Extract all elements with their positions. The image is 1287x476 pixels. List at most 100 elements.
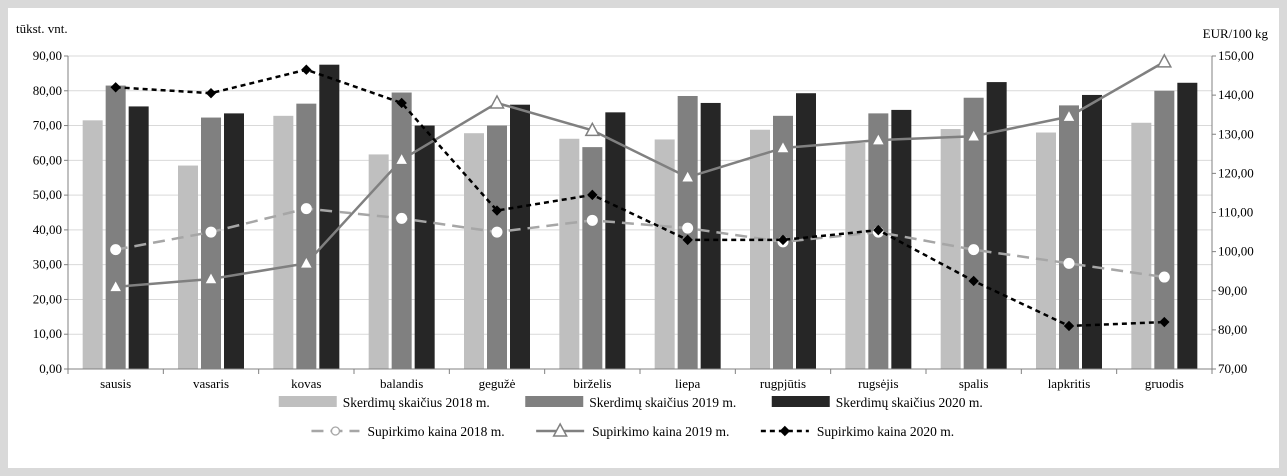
y-right-tick-label: 70,00 [1218,361,1247,376]
bar [700,102,721,369]
point-marker-triangle [107,278,124,293]
point-marker-diamond [396,97,407,109]
point-marker-diamond [205,87,217,99]
point-marker-diamond [1159,316,1170,328]
bar [796,93,816,369]
y-left-tick-label: 60,00 [33,152,62,167]
point-marker-triangle [393,151,410,166]
point-marker-circle [968,244,980,256]
point-marker-triangle [870,131,887,146]
y-right-tick-label: 80,00 [1218,322,1247,337]
point-marker-diamond [587,189,598,201]
point-marker-circle [1063,257,1075,269]
legend-label: Supirkimo kaina 2018 m. [367,424,504,439]
point-marker-circle [682,222,694,234]
y-right-tick-label: 110,00 [1218,205,1253,220]
y-right-tick-label: 140,00 [1218,87,1254,102]
point-marker-triangle [965,127,982,142]
y-left-axis-label: tūkst. vnt. [16,21,68,36]
bar [82,120,103,369]
bar [559,138,580,369]
bar [391,92,412,370]
point-marker-circle [586,214,598,226]
x-tick-label: balandis [380,376,423,391]
point-marker-triangle [203,270,219,285]
bar [868,113,889,369]
bar [201,117,221,369]
point-marker-triangle [1061,108,1077,123]
y-left-tick-label: 80,00 [33,83,62,98]
series-line [115,60,1165,289]
bar [940,129,961,369]
y-left-tick-label: 0,00 [39,361,62,376]
bar [464,133,484,369]
y-left-tick-label: 70,00 [33,118,62,133]
bar [963,97,984,369]
point-marker-diamond [491,205,503,216]
x-tick-label: sausis [100,376,131,391]
bar [1059,105,1079,369]
legend-label: Supirkimo kaina 2020 m. [817,424,954,439]
x-tick-label: rugpjūtis [760,376,806,391]
y-left-tick-label: 20,00 [33,291,62,306]
y-left-tick-label: 30,00 [33,257,62,272]
bar [750,129,770,369]
x-tick-label: rugsėjis [858,376,898,391]
legend-label: Supirkimo kaina 2019 m. [592,424,729,439]
bar [368,154,389,369]
point-marker-diamond [777,234,789,246]
point-marker-circle [1158,271,1170,283]
bar [296,103,317,369]
bar [986,82,1007,369]
point-marker-diamond [110,82,121,93]
bar [605,112,626,369]
bar [178,165,198,369]
point-marker-diamond [1063,320,1075,332]
y-right-axis-label: EUR/100 kg [1203,26,1269,41]
bar [1177,82,1198,369]
x-tick-label: liepa [675,376,700,391]
point-marker-triangle [1156,53,1173,68]
point-marker-circle [491,226,503,238]
point-marker-diamond [779,425,791,437]
point-marker-triangle [489,94,505,109]
y-right-tick-label: 120,00 [1218,165,1254,180]
x-tick-label: kovas [291,376,321,391]
y-right-tick-label: 150,00 [1218,48,1254,63]
x-tick-label: vasaris [193,376,229,391]
legend-marker [330,426,341,436]
point-marker-circle [396,212,408,224]
bar [1131,122,1152,369]
x-tick-label: lapkritis [1048,376,1091,391]
bar [414,125,435,369]
series-line [115,68,1165,328]
bar [1082,94,1102,369]
legend-swatch [525,396,584,407]
bar [319,64,340,369]
legend-swatch [278,396,337,407]
bar [582,147,603,369]
bar [487,125,507,369]
point-marker-triangle [552,422,568,437]
legend-swatch [771,396,830,407]
point-marker-diamond [873,224,884,236]
point-marker-circle [300,203,312,215]
legend: Skerdimų skaičius 2018 m. Skerdimų skaiči… [278,395,983,439]
point-marker-circle [205,226,217,238]
y-left-tick-label: 10,00 [33,326,62,341]
x-tick-label: birželis [573,376,611,391]
y-right-tick-label: 100,00 [1218,244,1254,259]
x-tick-label: spalis [959,376,989,391]
bar [273,115,294,369]
series-line [115,207,1165,279]
point-marker-diamond [682,234,693,246]
bar [1154,90,1175,370]
bar [845,142,866,369]
y-left-tick-label: 40,00 [33,222,62,237]
point-marker-diamond [301,64,312,75]
bar [128,106,149,369]
bar [105,85,126,370]
bar [224,113,244,369]
point-marker-triangle [584,121,601,137]
